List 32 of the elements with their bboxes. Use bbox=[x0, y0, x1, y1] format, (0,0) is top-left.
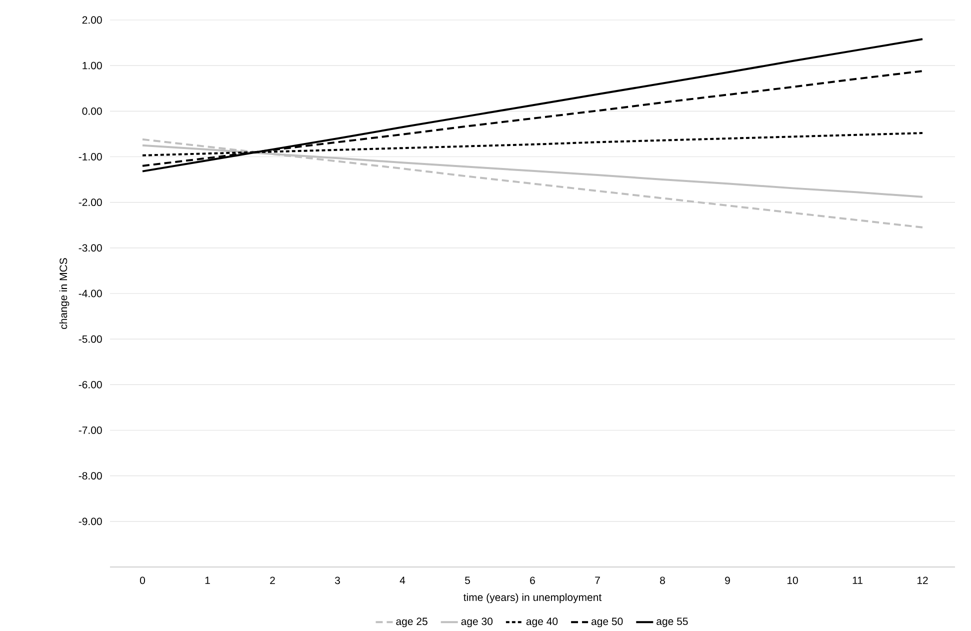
x-tick-label: 12 bbox=[917, 576, 928, 584]
x-tick-label: 6 bbox=[530, 576, 535, 584]
y-tick-label: -6.00 bbox=[78, 381, 102, 389]
legend-label: age 50 bbox=[592, 618, 623, 628]
x-tick-label: 1 bbox=[205, 576, 210, 584]
x-tick-label: 3 bbox=[334, 576, 340, 584]
y-tick-label: 0.00 bbox=[82, 108, 102, 116]
y-tick-label: 1.00 bbox=[82, 62, 102, 70]
y-tick-label: -4.00 bbox=[78, 290, 102, 298]
x-tick-label: 2 bbox=[270, 576, 275, 584]
x-tick-label: 5 bbox=[465, 576, 470, 584]
y-tick-label: -2.00 bbox=[78, 198, 102, 206]
x-tick-label: 10 bbox=[787, 576, 798, 584]
x-tick-label: 9 bbox=[725, 576, 730, 584]
y-tick-label: -3.00 bbox=[78, 244, 102, 252]
x-tick-label: 7 bbox=[595, 576, 600, 584]
x-tick-label: 4 bbox=[400, 576, 406, 584]
legend-label: age 55 bbox=[656, 618, 688, 628]
legend-label: age 30 bbox=[461, 618, 493, 628]
x-axis-title: time (years) in unemployment bbox=[464, 594, 602, 604]
y-tick-label: -5.00 bbox=[78, 336, 102, 344]
x-tick-label: 8 bbox=[660, 576, 665, 584]
y-tick-label: -9.00 bbox=[78, 518, 102, 526]
y-tick-label: 2.00 bbox=[82, 16, 102, 24]
y-axis-title: change in MCS bbox=[59, 258, 70, 330]
legend-label: age 40 bbox=[526, 618, 558, 628]
y-tick-label: -7.00 bbox=[78, 426, 102, 434]
x-tick-label: 11 bbox=[852, 576, 862, 584]
legend-label: age 25 bbox=[396, 618, 428, 628]
y-tick-label: -8.00 bbox=[78, 472, 102, 480]
x-tick-label: 0 bbox=[140, 576, 146, 584]
y-tick-label: -1.00 bbox=[78, 153, 102, 161]
